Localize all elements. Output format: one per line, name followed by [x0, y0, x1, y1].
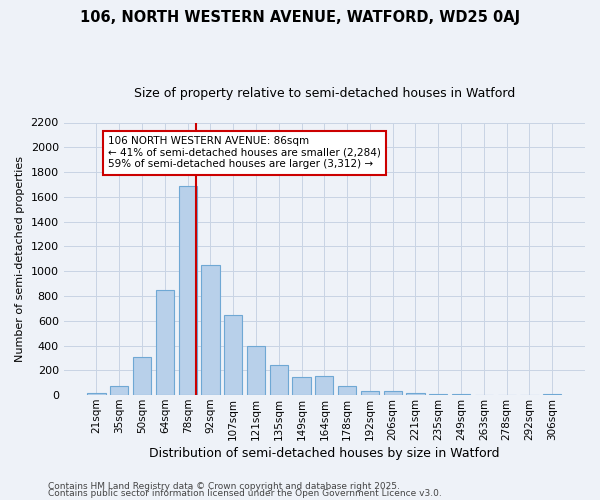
Bar — [247, 346, 265, 395]
Bar — [429, 394, 448, 395]
Bar — [88, 394, 106, 395]
Text: 106 NORTH WESTERN AVENUE: 86sqm
← 41% of semi-detached houses are smaller (2,284: 106 NORTH WESTERN AVENUE: 86sqm ← 41% of… — [108, 136, 381, 170]
Text: Contains public sector information licensed under the Open Government Licence v3: Contains public sector information licen… — [48, 490, 442, 498]
Bar — [406, 392, 425, 395]
Text: 106, NORTH WESTERN AVENUE, WATFORD, WD25 0AJ: 106, NORTH WESTERN AVENUE, WATFORD, WD25… — [80, 10, 520, 25]
Bar — [269, 365, 288, 395]
Text: Contains HM Land Registry data © Crown copyright and database right 2025.: Contains HM Land Registry data © Crown c… — [48, 482, 400, 491]
Bar — [361, 391, 379, 395]
Bar — [224, 314, 242, 395]
Bar — [543, 394, 562, 395]
Bar — [156, 290, 174, 395]
Bar — [315, 376, 334, 395]
Bar — [383, 392, 402, 395]
Bar — [292, 376, 311, 395]
Bar — [133, 356, 151, 395]
Bar — [179, 186, 197, 395]
Title: Size of property relative to semi-detached houses in Watford: Size of property relative to semi-detach… — [134, 88, 515, 101]
Y-axis label: Number of semi-detached properties: Number of semi-detached properties — [15, 156, 25, 362]
Bar — [201, 265, 220, 395]
Bar — [338, 386, 356, 395]
Bar — [475, 394, 493, 395]
X-axis label: Distribution of semi-detached houses by size in Watford: Distribution of semi-detached houses by … — [149, 447, 500, 460]
Bar — [110, 386, 128, 395]
Bar — [452, 394, 470, 395]
